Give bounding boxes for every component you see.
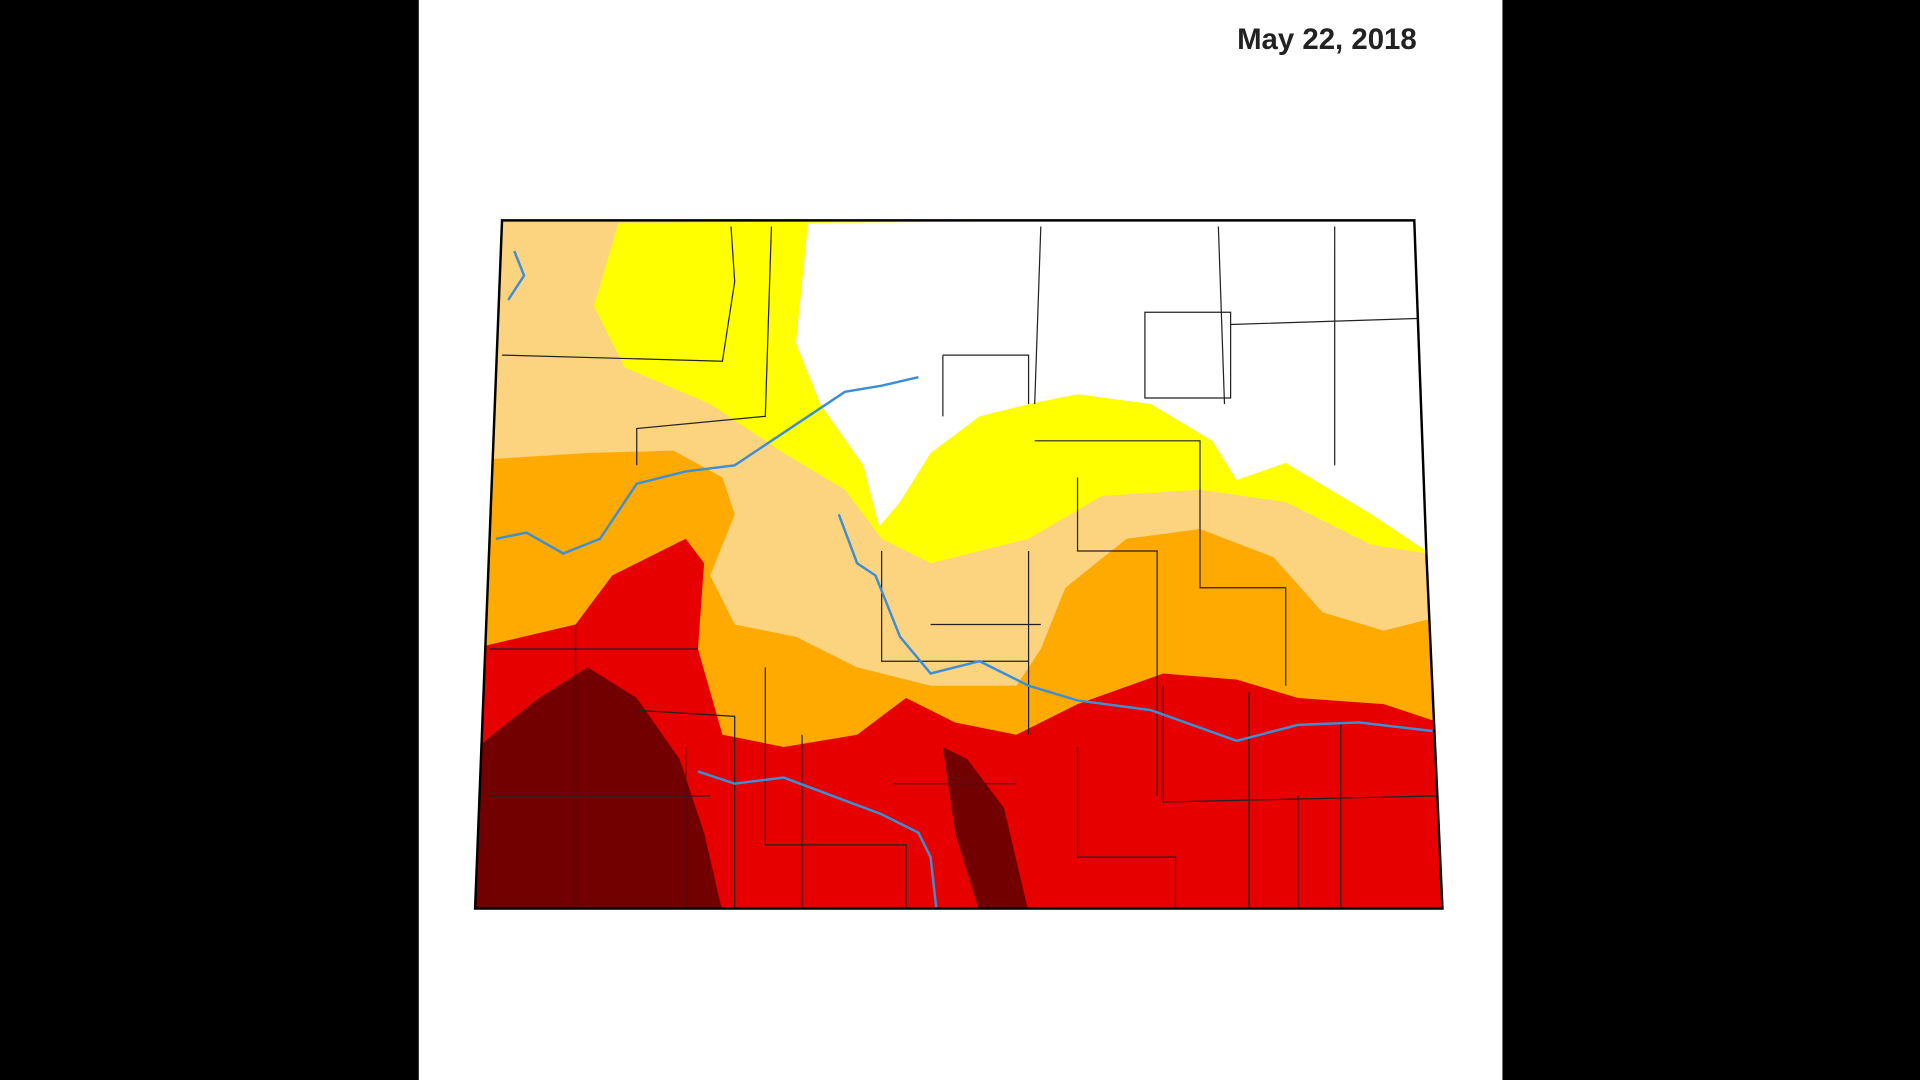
rivers <box>495 250 1433 909</box>
d3-area <box>475 538 1443 909</box>
drought-areas <box>475 220 1443 909</box>
no-drought-area <box>795 220 1427 552</box>
county-lines <box>489 226 1439 909</box>
d4-area <box>942 746 1029 909</box>
map-date: May 22, 2018 <box>1237 23 1417 56</box>
d4-area <box>475 667 723 909</box>
state-outline <box>473 219 1444 910</box>
